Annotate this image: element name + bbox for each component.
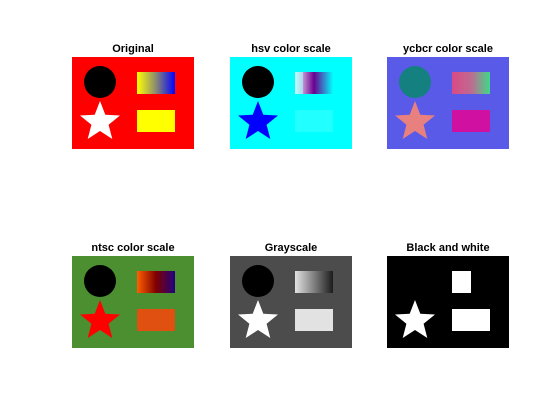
panel-title: Original	[112, 43, 154, 55]
gradient-bar	[452, 271, 471, 293]
circle-shape	[399, 265, 431, 297]
panel-title: Grayscale	[264, 242, 318, 254]
panel-image	[230, 256, 352, 348]
panel-grayscale: Grayscale	[230, 241, 352, 351]
solid-rectangle	[137, 110, 175, 132]
panel-original: Original	[72, 42, 194, 152]
gradient-bar	[137, 72, 175, 94]
panel-image	[72, 57, 194, 149]
gradient-bar	[452, 72, 490, 94]
panel-title: Black and white	[406, 242, 490, 254]
solid-rectangle	[295, 110, 333, 132]
panel-title: ntsc color scale	[91, 242, 175, 254]
circle-shape	[84, 265, 116, 297]
gradient-bar	[137, 271, 175, 293]
star-shape	[395, 101, 435, 139]
panel-black-and-white: Black and white	[387, 241, 509, 351]
solid-rectangle	[452, 309, 490, 331]
panel-ycbcr: ycbcr color scale	[387, 42, 509, 152]
panel-title: ycbcr color scale	[403, 43, 493, 55]
circle-shape	[242, 265, 274, 297]
panel-image	[387, 256, 509, 348]
solid-rectangle	[452, 110, 490, 132]
circle-shape	[84, 66, 116, 98]
star-shape	[80, 300, 120, 338]
star-shape	[395, 300, 435, 338]
panel-image	[72, 256, 194, 348]
solid-rectangle	[295, 309, 333, 331]
panel-image	[387, 57, 509, 149]
panel-image	[230, 57, 352, 149]
star-shape	[80, 101, 120, 139]
star-shape	[238, 300, 278, 338]
circle-shape	[242, 66, 274, 98]
star-shape	[238, 101, 278, 139]
gradient-bar	[295, 72, 333, 94]
panel-ntsc: ntsc color scale	[72, 241, 194, 351]
gradient-tint	[295, 72, 303, 94]
panel-title: hsv color scale	[251, 43, 331, 55]
circle-shape	[399, 66, 431, 98]
solid-rectangle	[137, 309, 175, 331]
gradient-bar	[295, 271, 333, 293]
panel-hsv: hsv color scale	[230, 42, 352, 152]
